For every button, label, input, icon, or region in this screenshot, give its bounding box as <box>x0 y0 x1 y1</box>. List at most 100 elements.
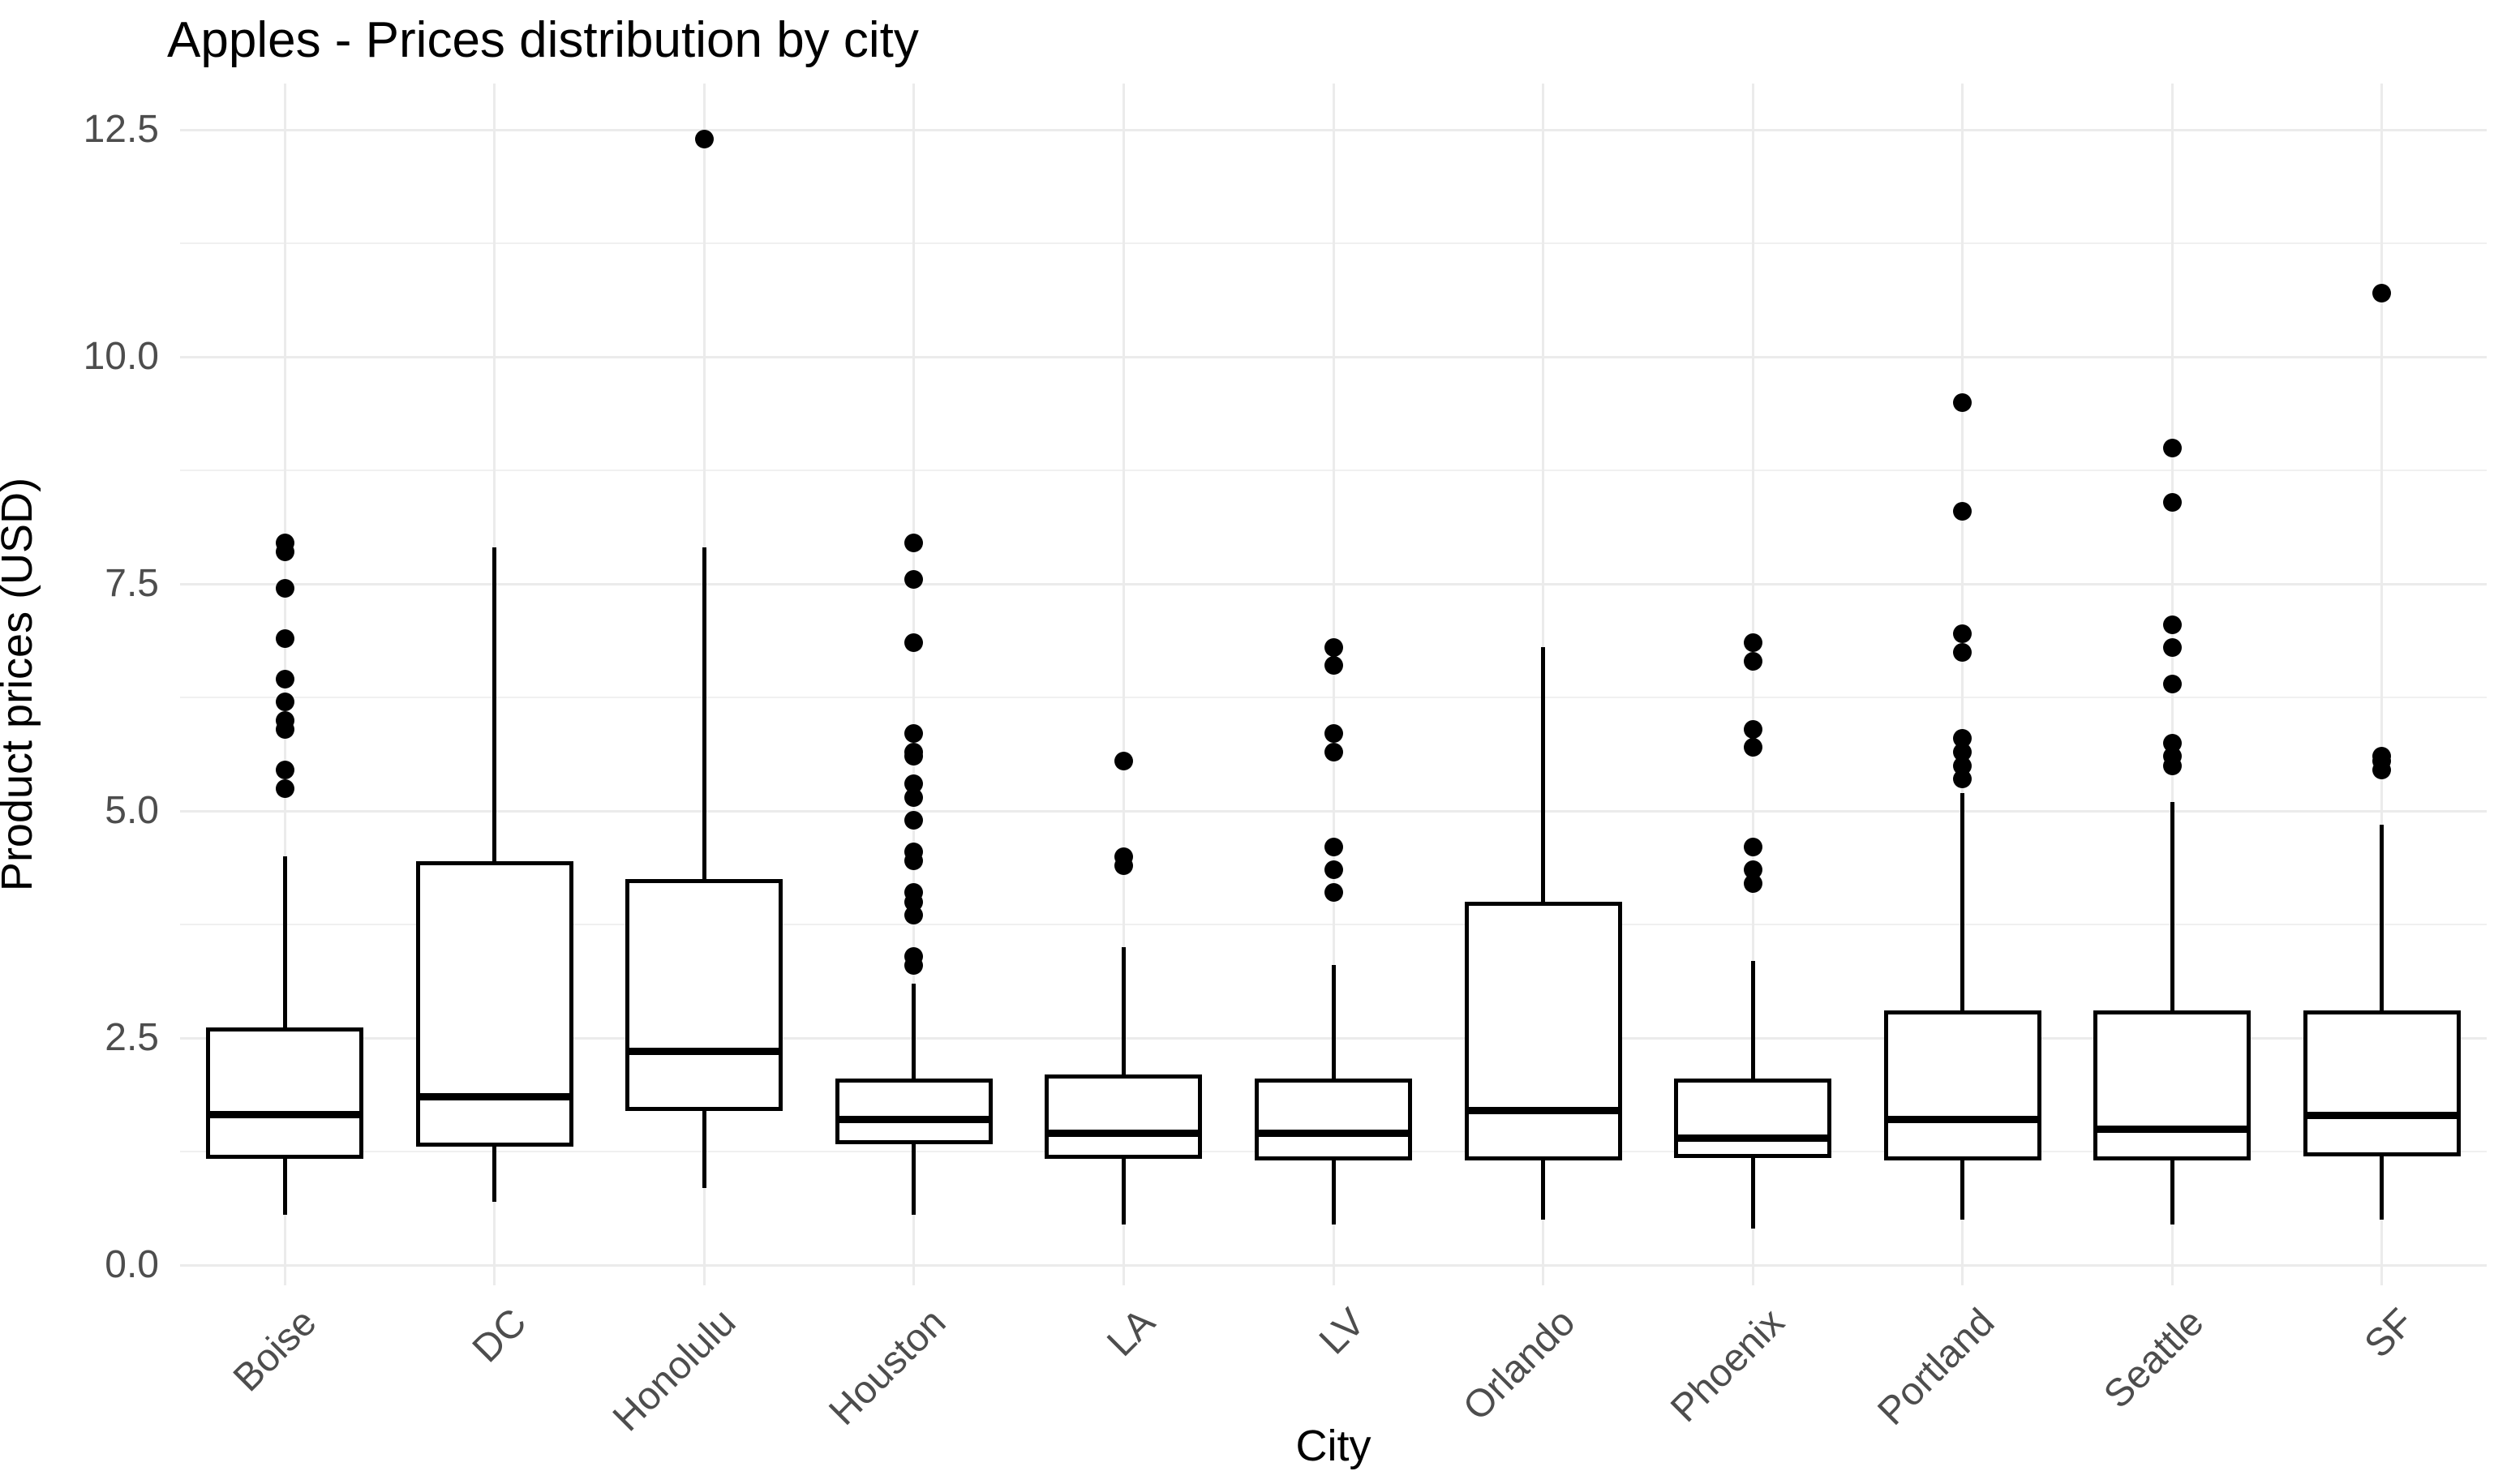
lower-whisker <box>1331 1160 1336 1225</box>
outlier-point <box>2162 674 2182 693</box>
outlier-point <box>1953 742 1972 761</box>
upper-whisker <box>912 983 916 1079</box>
y-tick-label: 12.5 <box>83 108 159 151</box>
gridline-vertical <box>1122 84 1125 1285</box>
outlier-point <box>1743 860 1762 880</box>
upper-whisker <box>2170 801 2174 1011</box>
upper-whisker <box>1960 792 1965 1011</box>
upper-whisker <box>1541 647 1546 902</box>
upper-whisker <box>1331 965 1336 1079</box>
outlier-point <box>1324 656 1343 676</box>
y-tick-label: 0.0 <box>105 1243 159 1286</box>
outlier-point <box>904 569 924 589</box>
upper-whisker <box>702 547 706 879</box>
outlier-point <box>1324 883 1343 903</box>
outlier-point <box>1953 728 1972 748</box>
outlier-point <box>1743 738 1762 757</box>
outlier-point <box>1953 756 1972 775</box>
iqr-box <box>415 860 573 1147</box>
iqr-box <box>1674 1079 1832 1158</box>
outlier-point <box>2162 733 2182 753</box>
outlier-point <box>1114 751 1133 770</box>
outlier-point <box>275 761 294 780</box>
lower-whisker <box>2170 1160 2174 1225</box>
outlier-point <box>1743 719 1762 739</box>
median-line <box>1045 1130 1203 1138</box>
lower-whisker <box>2380 1156 2385 1220</box>
outlier-point <box>1324 838 1343 857</box>
median-line <box>835 1116 993 1124</box>
lower-whisker <box>1750 1157 1755 1229</box>
outlier-point <box>904 534 924 553</box>
gridline-vertical <box>1751 84 1754 1285</box>
median-line <box>2093 1125 2251 1133</box>
median-line <box>1255 1130 1412 1138</box>
outlier-point <box>275 778 294 798</box>
lower-whisker <box>1960 1160 1965 1220</box>
median-line <box>1883 1116 2041 1124</box>
outlier-point <box>904 724 924 744</box>
median-line <box>1464 1107 1622 1115</box>
outlier-point <box>1743 633 1762 653</box>
outlier-point <box>275 579 294 598</box>
gridline-vertical <box>1961 84 1964 1285</box>
upper-whisker <box>492 547 497 861</box>
outlier-point <box>2162 637 2182 657</box>
y-tick-label: 2.5 <box>105 1016 159 1059</box>
outlier-point <box>904 810 924 830</box>
y-tick-label: 5.0 <box>105 789 159 832</box>
lower-whisker <box>492 1147 497 1202</box>
outlier-point <box>1743 651 1762 671</box>
outlier-point <box>1324 860 1343 880</box>
outlier-point <box>1953 392 1972 412</box>
lower-whisker <box>1121 1158 1126 1225</box>
upper-whisker <box>1750 960 1755 1079</box>
iqr-box <box>1464 902 1622 1161</box>
outlier-point <box>1743 874 1762 894</box>
outlier-point <box>694 129 714 148</box>
outlier-point <box>904 842 924 861</box>
outlier-point <box>1114 847 1133 866</box>
gridline-vertical <box>912 84 916 1285</box>
iqr-box <box>835 1079 993 1145</box>
outlier-point <box>2162 492 2182 512</box>
outlier-point <box>904 742 924 761</box>
outlier-point <box>275 710 294 730</box>
median-line <box>2303 1111 2461 1119</box>
outlier-point <box>1953 501 1972 521</box>
lower-whisker <box>702 1110 706 1188</box>
median-line <box>206 1110 364 1118</box>
outlier-point <box>2162 615 2182 634</box>
outlier-point <box>2162 438 2182 457</box>
iqr-box <box>1045 1074 1203 1159</box>
outlier-point <box>275 534 294 553</box>
plot-panel <box>180 84 2487 1285</box>
outlier-point <box>1743 838 1762 857</box>
upper-whisker <box>1121 947 1126 1074</box>
outlier-point <box>2372 747 2392 766</box>
outlier-point <box>2162 747 2182 766</box>
outlier-point <box>1324 742 1343 761</box>
y-tick-label: 10.0 <box>83 335 159 378</box>
lower-whisker <box>282 1158 287 1216</box>
y-tick-label: 7.5 <box>105 562 159 605</box>
lower-whisker <box>1541 1160 1546 1220</box>
iqr-box <box>1255 1079 1412 1161</box>
outlier-point <box>275 628 294 648</box>
gridline-vertical <box>1332 84 1335 1285</box>
outlier-point <box>1324 724 1343 744</box>
outlier-point <box>904 883 924 903</box>
iqr-box <box>625 879 783 1111</box>
outlier-point <box>904 633 924 653</box>
median-line <box>415 1093 573 1101</box>
outlier-point <box>275 693 294 712</box>
median-line <box>625 1048 783 1056</box>
iqr-box <box>2303 1010 2461 1156</box>
outlier-point <box>1324 637 1343 657</box>
upper-whisker <box>282 856 287 1027</box>
outlier-point <box>275 670 294 689</box>
iqr-box <box>206 1027 364 1159</box>
outlier-point <box>904 946 924 966</box>
outlier-point <box>1953 642 1972 662</box>
